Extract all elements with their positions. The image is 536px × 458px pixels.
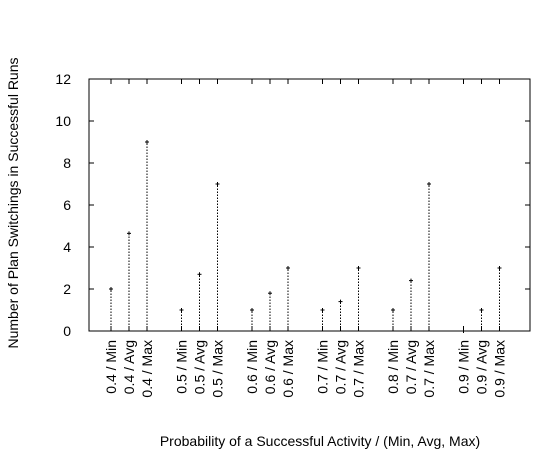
x-tick-label: 0.5 / Avg bbox=[192, 340, 208, 394]
x-tick-label: 0.9 / Max bbox=[492, 340, 508, 398]
y-tick-label: 12 bbox=[55, 71, 71, 87]
y-tick-label: 2 bbox=[63, 281, 71, 297]
x-tick-label: 0.6 / Max bbox=[280, 340, 296, 398]
x-tick-label: 0.7 / Max bbox=[421, 340, 437, 398]
x-tick-label: 0.5 / Max bbox=[210, 340, 226, 398]
x-tick-label: 0.8 / Min bbox=[385, 340, 401, 394]
x-tick-labels: 0.4 / Min 0.4 / Avg 0.4 / Max 0.5 / Min 0.5 … bbox=[103, 340, 508, 398]
x-tick-label: 0.7 / Avg bbox=[333, 340, 349, 394]
y-tick-label: 8 bbox=[63, 155, 71, 171]
x-axis-label: Probability of a Successful Activity / (… bbox=[160, 433, 480, 449]
x-tick-label: 0.9 / Avg bbox=[474, 340, 490, 394]
y-ticks: 0 2 4 6 8 10 12 bbox=[55, 71, 530, 339]
y-tick-label: 4 bbox=[63, 239, 71, 255]
x-tick-label: 0.6 / Min bbox=[244, 340, 260, 394]
x-tick-label: 0.4 / Avg bbox=[121, 340, 137, 394]
x-tick-label: 0.4 / Max bbox=[139, 340, 155, 398]
x-tick-label: 0.5 / Min bbox=[174, 340, 190, 394]
y-tick-label: 6 bbox=[63, 197, 71, 213]
series-stems bbox=[110, 142, 500, 331]
series-markers bbox=[109, 140, 502, 333]
x-tick-label: 0.7 / Min bbox=[315, 340, 331, 394]
y-tick-label: 10 bbox=[55, 113, 71, 129]
x-tick-label: 0.7 / Max bbox=[351, 340, 367, 398]
x-tick-label: 0.4 / Min bbox=[103, 340, 119, 394]
x-tick-label: 0.6 / Avg bbox=[262, 340, 278, 394]
y-tick-label: 0 bbox=[63, 323, 71, 339]
x-tick-label: 0.9 / Min bbox=[456, 340, 472, 394]
y-axis-label: Number of Plan Switchings in Successful … bbox=[5, 57, 21, 348]
x-tick-label: 0.7 / Avg bbox=[403, 340, 419, 394]
